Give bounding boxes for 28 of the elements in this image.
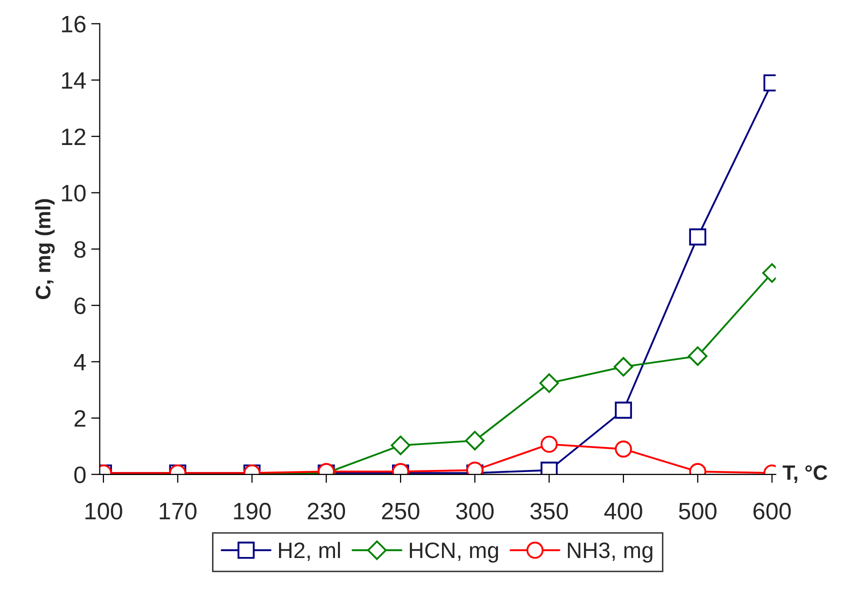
y-tick-label: 10 bbox=[62, 184, 86, 202]
point bbox=[689, 228, 706, 246]
x-axis-title: T, °C bbox=[782, 465, 828, 484]
x-tick-label: 190 bbox=[234, 502, 271, 520]
y-tick-label: 12 bbox=[62, 128, 86, 145]
point bbox=[688, 346, 708, 366]
y-tick-label: 4 bbox=[74, 354, 86, 370]
y-tick-label: 14 bbox=[62, 72, 86, 89]
x-tick-label: 500 bbox=[678, 502, 716, 520]
point bbox=[539, 373, 559, 393]
y-tick-label: 0 bbox=[74, 466, 86, 484]
y-tick-label: 2 bbox=[74, 410, 86, 427]
y-tick-label: 8 bbox=[74, 241, 86, 258]
x-tick-label: 230 bbox=[308, 502, 346, 520]
x-tick-label: 170 bbox=[160, 502, 196, 520]
x-tick-label: 400 bbox=[604, 502, 642, 520]
x-tick-label: 300 bbox=[456, 502, 494, 520]
x-tick-label: 350 bbox=[530, 502, 568, 520]
x-tick-label: 600 bbox=[754, 502, 791, 520]
point bbox=[614, 357, 634, 377]
legend-label: NH3, mg bbox=[568, 542, 652, 563]
x-tick-label: 100 bbox=[86, 502, 122, 520]
x-tick-label: 250 bbox=[382, 502, 420, 520]
legend-label: H2, ml bbox=[279, 542, 340, 561]
y-tick-label: 6 bbox=[74, 297, 86, 314]
y-tick-label: 16 bbox=[62, 16, 86, 33]
y-axis-title: C, mg (ml) bbox=[35, 199, 55, 300]
legend-label: HCN, mg bbox=[410, 542, 498, 563]
